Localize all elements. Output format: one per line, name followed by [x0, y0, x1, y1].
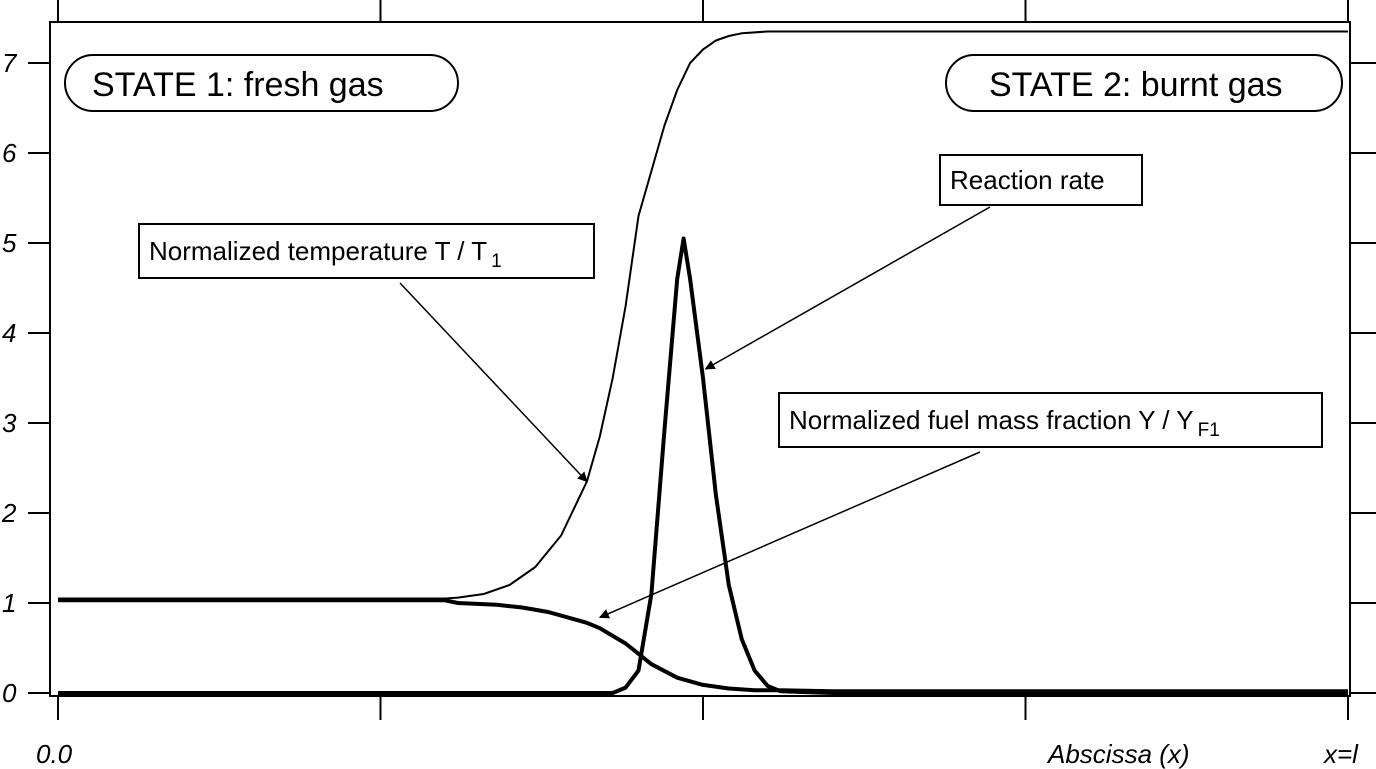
y-tick-label: 2	[1, 498, 17, 528]
annotation-reaction: Reaction rate	[704, 154, 1143, 370]
annotation-layer: Normalized temperature T / T 1 Reaction ra…	[138, 154, 1323, 619]
annotation-box	[778, 392, 1323, 448]
y-tick-label: 4	[2, 318, 16, 348]
series-layer	[58, 30, 1348, 695]
state-2-badge: STATE 2: burnt gas	[945, 54, 1343, 112]
x-axis-title: Abscissa (x)	[1046, 739, 1190, 769]
state-1-label: STATE 1: fresh gas	[92, 66, 384, 104]
state-2-label: STATE 2: burnt gas	[989, 66, 1283, 104]
plot-frame	[49, 21, 1351, 697]
annotation-box	[939, 154, 1143, 206]
y-tick-label: 7	[2, 48, 18, 78]
annotation-arrow	[704, 206, 991, 370]
y-axis: 0 1 2 3 4 5 6 7	[1, 48, 1376, 708]
annotation-fuel: Normalized fuel mass fraction Y / Y F1	[598, 392, 1323, 619]
y-tick-label: 3	[2, 408, 17, 438]
annotation-box	[138, 223, 595, 279]
x-axis	[57, 0, 1349, 720]
y-tick-label: 5	[2, 228, 17, 258]
state-1-badge: STATE 1: fresh gas	[64, 54, 459, 112]
x-start-label: 0.0	[36, 739, 73, 769]
y-tick-label: 1	[2, 588, 16, 618]
y-tick-label: 6	[2, 138, 17, 168]
series-line-normalized-temperature-t-t1	[58, 30, 1348, 600]
annotation-arrow	[399, 282, 588, 483]
series-line-reaction-rate	[58, 236, 1348, 695]
x-end-label: x=l	[1322, 739, 1359, 769]
series-line-normalized-fuel-mass-fraction-y-yf1	[58, 598, 1348, 694]
annotation-arrow	[598, 451, 981, 619]
annotation-label: Reaction rate	[950, 165, 1105, 195]
y-tick-label: 0	[2, 678, 17, 708]
